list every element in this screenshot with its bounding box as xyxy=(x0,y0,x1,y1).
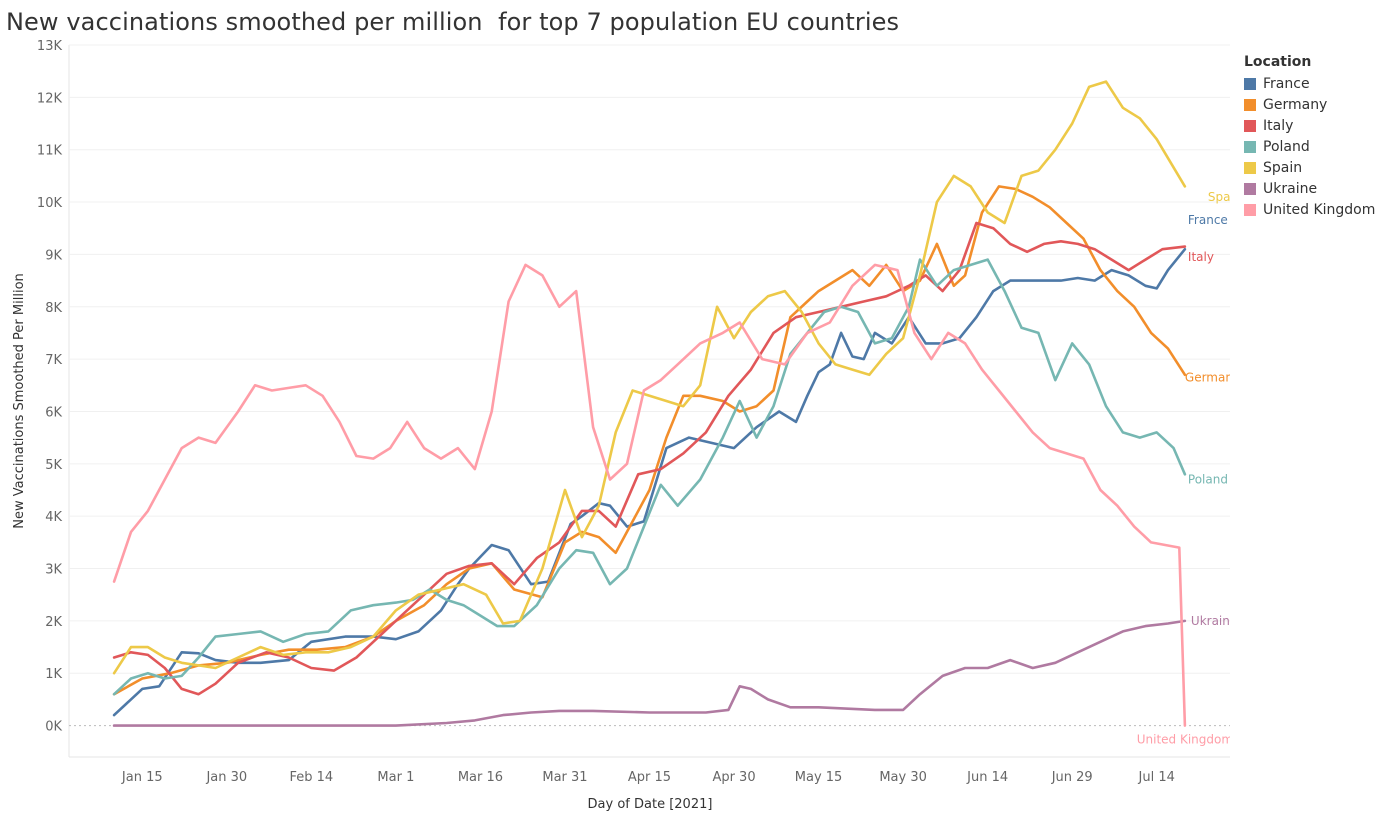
x-axis-ticks: Jan 15 Jan 30 Feb 14 Mar 1 Mar 16 Mar 31 Apr 1… xyxy=(121,770,1175,785)
y-axis-ticks: 0K 1K 2K 3K 4K 5K 6K 7K 8K 9K 10K 11K 12K 13K xyxy=(37,39,63,735)
legend-swatch xyxy=(1244,161,1256,174)
legend-item-italy[interactable]: Italy xyxy=(1244,115,1375,136)
y-tick-label: 0K xyxy=(45,720,62,735)
x-tick-label: Jul 14 xyxy=(1138,770,1175,785)
series-line-italy xyxy=(112,221,1187,696)
x-tick-label: May 15 xyxy=(795,770,843,785)
series-line-spain xyxy=(112,80,1187,675)
series-lines xyxy=(112,80,1187,727)
legend-item-germany[interactable]: Germany xyxy=(1244,94,1375,115)
legend-label: United Kingdom xyxy=(1263,201,1376,218)
end-label-italy: Italy xyxy=(1188,250,1214,264)
end-label-ukraine: Ukraine xyxy=(1191,614,1230,628)
y-tick-label: 13K xyxy=(37,39,63,54)
y-tick-label: 5K xyxy=(45,458,62,473)
series-end-labels: France Germany Italy Poland Spain Ukraine Unit… xyxy=(1137,190,1230,747)
legend-label: France xyxy=(1263,75,1310,92)
legend-label: Poland xyxy=(1263,138,1310,155)
end-label-united-kingdom: United Kingdom xyxy=(1137,733,1230,747)
gridlines xyxy=(68,44,1230,758)
x-tick-label: Mar 31 xyxy=(542,770,587,785)
legend-title: Location xyxy=(1244,54,1312,70)
series-line-poland xyxy=(112,258,1187,696)
legend-item-united-kingdom[interactable]: United Kingdom xyxy=(1244,199,1375,220)
end-label-germany: Germany xyxy=(1185,370,1230,384)
x-tick-label: Jan 30 xyxy=(205,770,247,785)
end-label-spain: Spain xyxy=(1208,190,1230,204)
legend-item-poland[interactable]: Poland xyxy=(1244,136,1375,157)
series-line-united-kingdom xyxy=(112,263,1187,727)
y-tick-label: 3K xyxy=(45,563,62,578)
y-tick-label: 12K xyxy=(37,91,63,106)
y-tick-label: 1K xyxy=(45,667,62,682)
x-tick-label: Feb 14 xyxy=(289,770,333,785)
y-tick-label: 8K xyxy=(45,301,62,316)
series-line-germany xyxy=(112,185,1187,696)
legend-swatch xyxy=(1244,140,1256,153)
y-tick-label: 7K xyxy=(45,353,62,368)
legend-items: France Germany Italy Poland Spain Ukraine Unit… xyxy=(1244,73,1375,220)
legend-swatch xyxy=(1244,182,1256,195)
y-axis-title: New Vaccinations Smoothed Per Million xyxy=(12,273,27,529)
y-tick-label: 6K xyxy=(45,405,62,420)
legend-item-spain[interactable]: Spain xyxy=(1244,157,1375,178)
legend-item-ukraine[interactable]: Ukraine xyxy=(1244,178,1375,199)
x-tick-label: Apr 30 xyxy=(712,770,755,785)
legend-label: Germany xyxy=(1263,96,1328,113)
x-tick-label: May 30 xyxy=(879,770,927,785)
x-tick-label: Jun 14 xyxy=(966,770,1008,785)
series-line-france xyxy=(112,247,1187,717)
legend-label: Ukraine xyxy=(1263,180,1318,197)
y-tick-label: 10K xyxy=(37,196,63,211)
legend-label: Italy xyxy=(1263,117,1294,134)
y-tick-label: 4K xyxy=(45,510,62,525)
legend-swatch xyxy=(1244,203,1256,216)
x-tick-label: Apr 15 xyxy=(628,770,671,785)
x-axis-title: Day of Date [2021] xyxy=(588,797,713,812)
y-tick-label: 9K xyxy=(45,248,62,263)
x-tick-label: Jan 15 xyxy=(121,770,163,785)
chart-title: New vaccinations smoothed per million fo… xyxy=(6,8,900,36)
series-line-ukraine xyxy=(112,619,1187,727)
legend-item-france[interactable]: France xyxy=(1244,73,1375,94)
legend-swatch xyxy=(1244,98,1256,111)
y-tick-label: 11K xyxy=(37,144,63,159)
end-label-poland: Poland xyxy=(1188,473,1228,487)
end-label-france: France xyxy=(1188,213,1228,227)
legend-swatch xyxy=(1244,119,1256,132)
x-tick-label: Mar 1 xyxy=(377,770,414,785)
y-tick-label: 2K xyxy=(45,615,62,630)
legend: Location France Germany Italy Poland Spain Uk… xyxy=(1244,54,1375,220)
x-tick-label: Mar 16 xyxy=(458,770,503,785)
legend-label: Spain xyxy=(1263,159,1303,176)
x-tick-label: Jun 29 xyxy=(1051,770,1093,785)
legend-swatch xyxy=(1244,77,1256,90)
